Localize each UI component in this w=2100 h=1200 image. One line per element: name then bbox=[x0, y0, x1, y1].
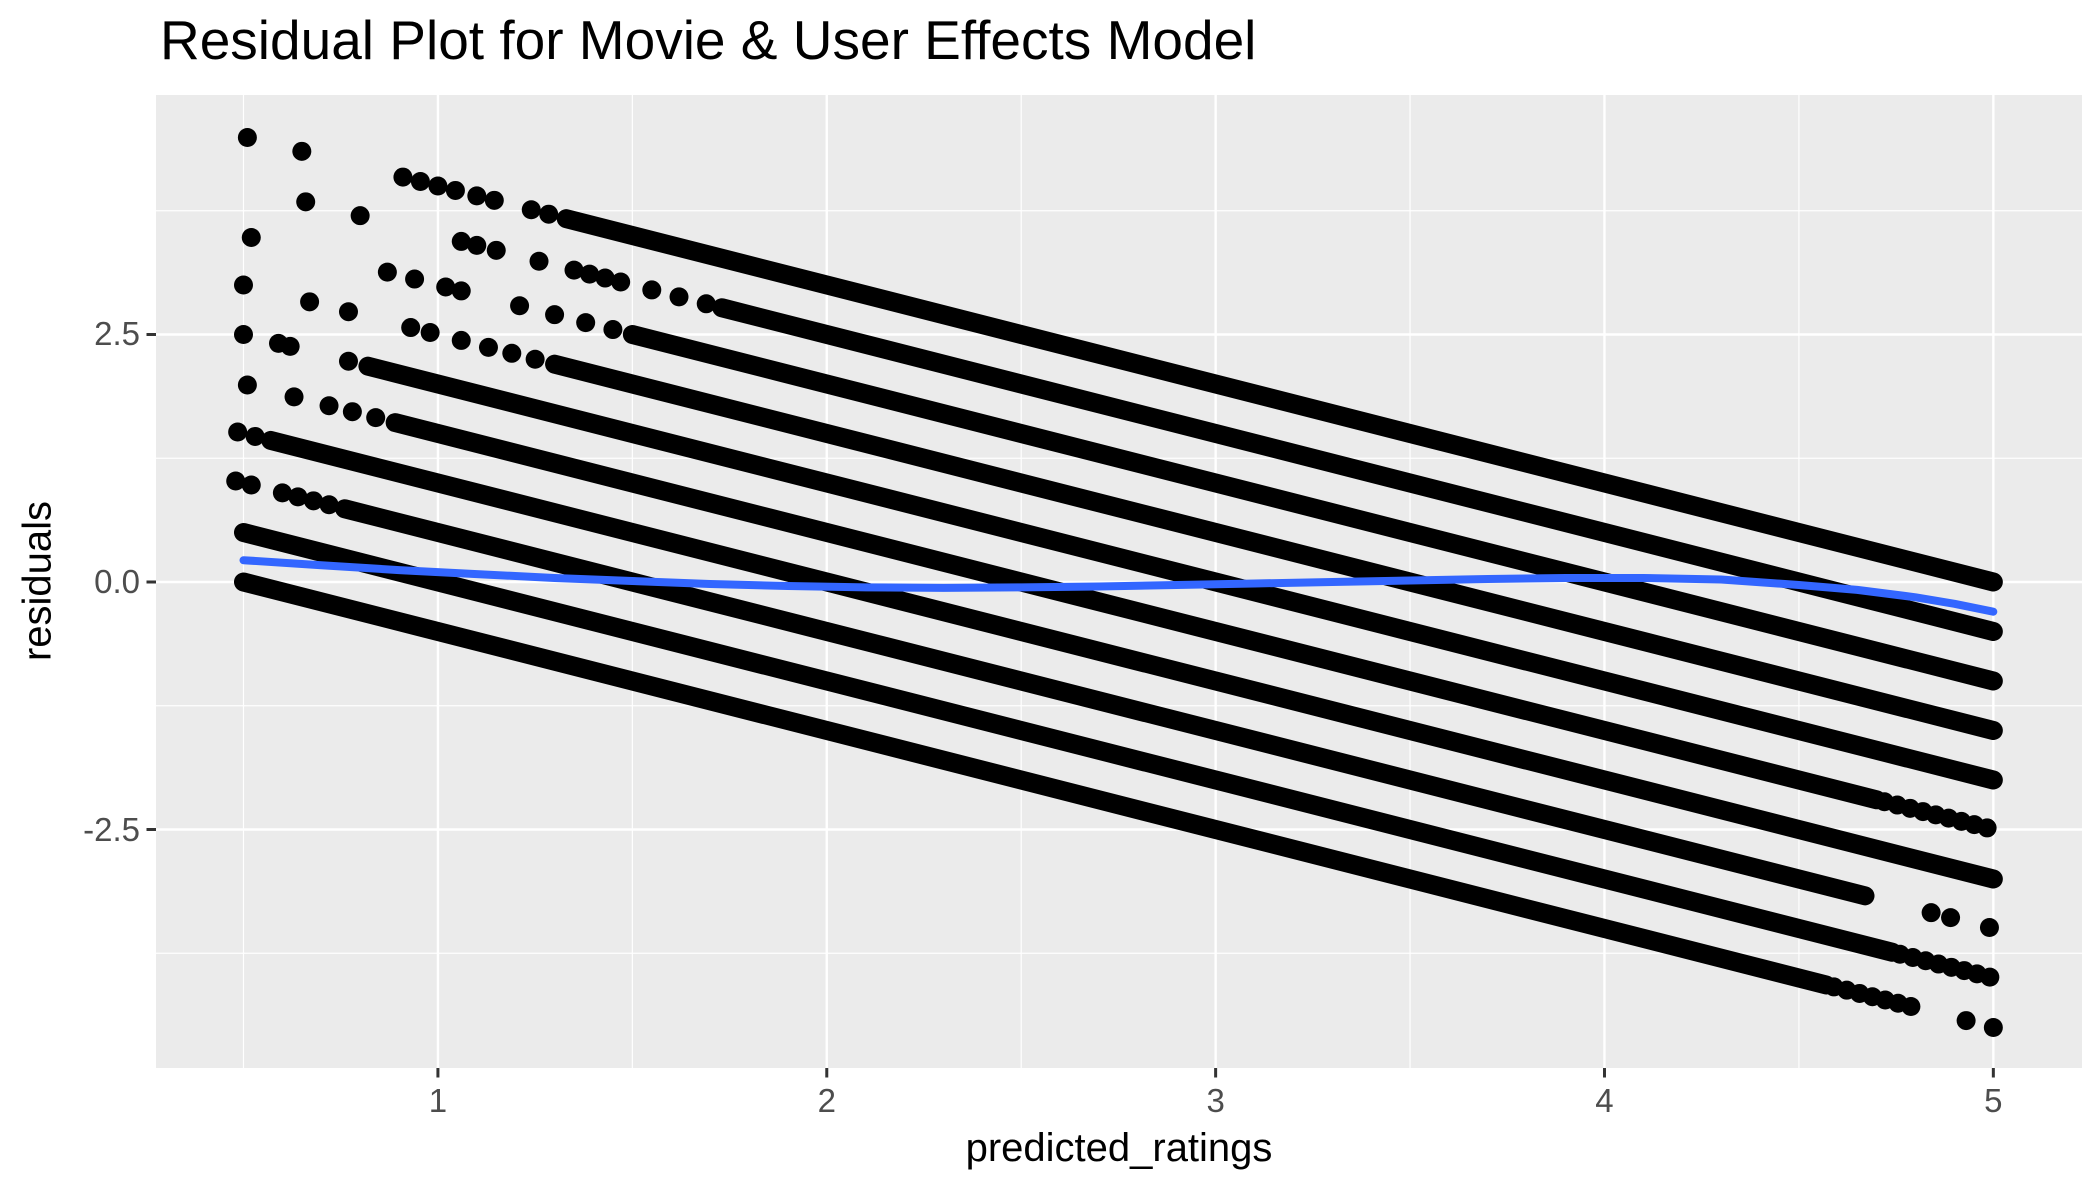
residual-point-r5 bbox=[428, 176, 448, 196]
residual-point-r2.5 bbox=[319, 396, 339, 416]
residual-point-r4.5 bbox=[486, 240, 506, 260]
residual-bead-r2.5 bbox=[1977, 818, 1997, 838]
residual-point-r4 bbox=[436, 277, 456, 297]
residual-point-r4 bbox=[405, 269, 425, 289]
residual-band-r2 bbox=[261, 430, 2003, 889]
residual-point-r4 bbox=[510, 296, 530, 316]
residual-point-r3.5 bbox=[300, 292, 320, 312]
y-tick-label-0.0: 0.0 bbox=[94, 562, 140, 600]
residual-point-r4 bbox=[241, 227, 261, 247]
y-tick-label--2.5: -2.5 bbox=[83, 810, 140, 848]
residual-point-r4 bbox=[377, 262, 397, 282]
residual-band-r4 bbox=[622, 324, 2003, 691]
residual-point-r4.5 bbox=[611, 272, 631, 292]
residual-point-r1.5 bbox=[272, 483, 292, 503]
y-tick-label-2.5: 2.5 bbox=[94, 315, 140, 353]
residual-band-r1 bbox=[233, 522, 1902, 962]
residual-point-r1.5 bbox=[288, 487, 308, 507]
residual-band-r3 bbox=[358, 356, 2003, 790]
residual-point-r4.5 bbox=[529, 251, 549, 271]
residual-point-r4 bbox=[603, 320, 623, 340]
residual-bead-r0.5 bbox=[1901, 997, 1921, 1017]
residual-point-r5 bbox=[410, 172, 430, 192]
residual-point-r2.5 bbox=[342, 402, 362, 422]
x-tick-label-5: 5 bbox=[1984, 1082, 2003, 1119]
residual-point-r3 bbox=[233, 324, 253, 344]
residual-point-r4.5 bbox=[696, 294, 716, 314]
residual-point-r2.5 bbox=[237, 375, 257, 395]
residual-point-r4.5 bbox=[467, 235, 487, 255]
residual-point-r4.5 bbox=[595, 268, 615, 288]
residual-point-r3.5 bbox=[478, 337, 498, 357]
residual-point-r1.5 bbox=[1921, 903, 1941, 923]
residual-point-r1.5 bbox=[319, 495, 339, 515]
residual-point-r4.5 bbox=[451, 231, 471, 251]
residual-point-r3.5 bbox=[401, 318, 421, 338]
residual-point-r5 bbox=[292, 141, 312, 161]
residual-point-r5 bbox=[393, 167, 413, 187]
residual-point-r5 bbox=[539, 204, 559, 224]
residual-point-r1.5 bbox=[1979, 918, 1999, 938]
x-axis-title: predicted_ratings bbox=[965, 1126, 1273, 1170]
residual-point-r1.5 bbox=[226, 471, 246, 491]
residual-band-r2.5 bbox=[385, 413, 1887, 810]
residual-band-r0.5 bbox=[233, 572, 1836, 995]
residual-point-r4.5 bbox=[564, 260, 584, 280]
x-tick-label-1: 1 bbox=[428, 1082, 448, 1119]
residual-point-r2.5 bbox=[366, 408, 386, 428]
x-tick-label-4: 4 bbox=[1595, 1082, 1614, 1119]
residual-band-r4.5 bbox=[712, 298, 2003, 641]
residual-band-r5 bbox=[556, 209, 2003, 592]
x-tick-label-2: 2 bbox=[817, 1082, 836, 1119]
residual-point-r2 bbox=[245, 426, 265, 446]
residual-point-r1.5 bbox=[241, 475, 261, 495]
residual-point-r5 bbox=[237, 127, 257, 147]
residual-band-r1.5 bbox=[335, 499, 1875, 906]
x-tick-label-3: 3 bbox=[1206, 1082, 1225, 1119]
residual-point-r1.5 bbox=[303, 491, 323, 511]
residual-point-r2.5 bbox=[284, 387, 304, 407]
residual-point-r3.5 bbox=[525, 349, 545, 369]
residual-point-r0.5 bbox=[1956, 1011, 1976, 1031]
residual-point-r4.5 bbox=[296, 192, 316, 212]
residual-point-r2 bbox=[228, 422, 248, 442]
residual-point-r3.5 bbox=[502, 343, 522, 363]
residual-point-r0.5 bbox=[1983, 1018, 2003, 1038]
residual-point-r5 bbox=[445, 180, 465, 200]
residual-bead-r1 bbox=[1980, 967, 2000, 987]
residual-point-r3.5 bbox=[451, 330, 471, 350]
residual-point-r5 bbox=[521, 200, 541, 220]
residual-point-r4.5 bbox=[669, 287, 689, 307]
residual-point-r5 bbox=[484, 190, 504, 210]
plot-title: Residual Plot for Movie & User Effects M… bbox=[160, 9, 1257, 71]
residual-point-r5 bbox=[467, 186, 487, 206]
residual-band-r3.5 bbox=[545, 354, 2003, 740]
residual-point-r4.5 bbox=[580, 264, 600, 284]
residual-point-r4 bbox=[576, 313, 596, 333]
residual-point-r4 bbox=[451, 281, 471, 301]
residual-point-r3.5 bbox=[338, 302, 358, 322]
residual-point-r3.5 bbox=[233, 275, 253, 295]
smooth-line bbox=[239, 556, 1998, 616]
residual-point-r3 bbox=[280, 336, 300, 356]
residual-point-r4.5 bbox=[642, 280, 662, 300]
residual-point-r4 bbox=[545, 305, 565, 325]
residual-point-r3.5 bbox=[420, 323, 440, 343]
residual-point-r1.5 bbox=[1941, 908, 1961, 928]
residual-point-r3 bbox=[338, 351, 358, 371]
residual-point-r4.5 bbox=[350, 206, 370, 226]
